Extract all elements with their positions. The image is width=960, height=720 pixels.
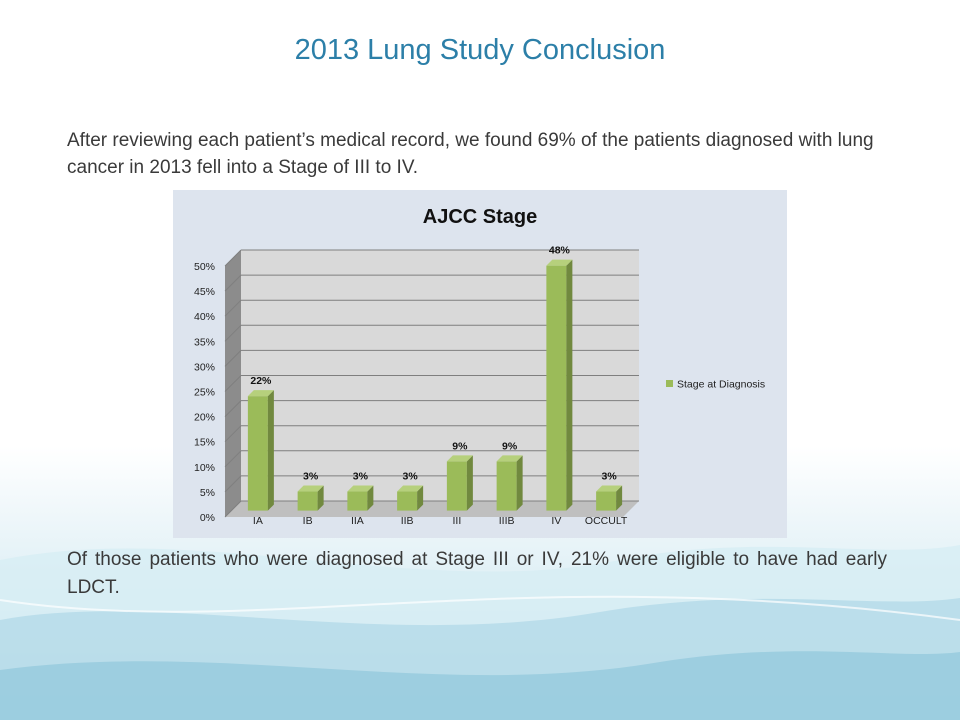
legend-swatch [666,380,673,387]
data-label: 22% [250,375,272,387]
bar [347,491,368,511]
data-label: 3% [602,471,618,483]
gridline-side [224,475,242,493]
y-tick-label: 40% [194,311,215,323]
x-tick-label: III [452,515,461,527]
bar-top [397,485,424,492]
gridline-side [224,299,242,317]
data-label: 3% [303,471,319,483]
bar [397,491,418,511]
bar [596,491,617,511]
bar-top [347,485,374,492]
gridline-side [224,500,242,518]
y-tick-label: 45% [194,286,215,298]
x-tick-label: IV [551,515,561,527]
outro-paragraph: Of those patients who were diagnosed at … [67,549,887,598]
x-tick-label: IA [253,515,263,527]
y-tick-label: 5% [200,487,215,499]
gridline-side [224,450,242,468]
x-tick-label: IIA [351,515,364,527]
chart-title: AJCC Stage [423,206,537,228]
data-label: 3% [403,471,419,483]
bar-side [516,455,523,511]
bar [546,265,567,511]
chart-panel: AJCC Stage 0% 5% 10% 15% 20% 25% 30% 35% 40% 45% 5… [173,190,787,538]
bar-top [446,455,473,462]
slide-title: 2013 Lung Study Conclusion [294,34,666,66]
x-tick-label: OCCULT [585,515,628,527]
bar-side [267,390,274,511]
legend-label: Stage at Diagnosis [677,379,765,391]
bar-side [417,485,424,511]
x-tick-label: IB [303,515,313,527]
gridline-side [224,350,242,367]
gridline-side [224,249,242,267]
intro-paragraph: After reviewing each patient’s medical r… [67,130,874,178]
bar [247,396,268,511]
data-label: 48% [549,245,571,257]
ajcc-stage-chart: AJCC Stage 0% 5% 10% 15% 20% 25% 30% 35% 40% 45% 5… [194,206,765,527]
gridline-side [224,375,242,392]
data-label: 9% [452,440,468,452]
bar [496,461,517,511]
y-tick-label: 20% [194,412,215,424]
y-tick-label: 30% [194,361,215,373]
bar [297,491,318,511]
gridline-side [224,324,242,342]
bar-top [546,259,573,266]
gridline-side [224,400,242,417]
plot-floor [225,501,639,517]
bar-side [367,485,374,511]
bar-top [596,485,623,492]
x-tick-label: IIB [401,515,414,527]
y-tick-label: 35% [194,336,215,348]
bar-side [616,485,623,511]
bar-top [496,455,523,462]
y-tick-label: 0% [200,512,215,524]
y-tick-label: 25% [194,387,215,399]
x-tick-label: IIIB [499,515,515,527]
y-tick-label: 10% [194,462,215,474]
bar-top [247,390,274,397]
gridline-side [224,425,242,443]
y-tick-label: 50% [194,261,215,273]
bar-top [297,485,324,492]
gridline-side [224,274,242,292]
data-label: 9% [502,440,518,452]
bar [446,461,467,511]
y-tick-label: 15% [194,437,215,449]
bar-side [566,259,573,511]
bar-side [466,455,473,511]
bar-side [317,485,324,511]
data-label: 3% [353,471,369,483]
